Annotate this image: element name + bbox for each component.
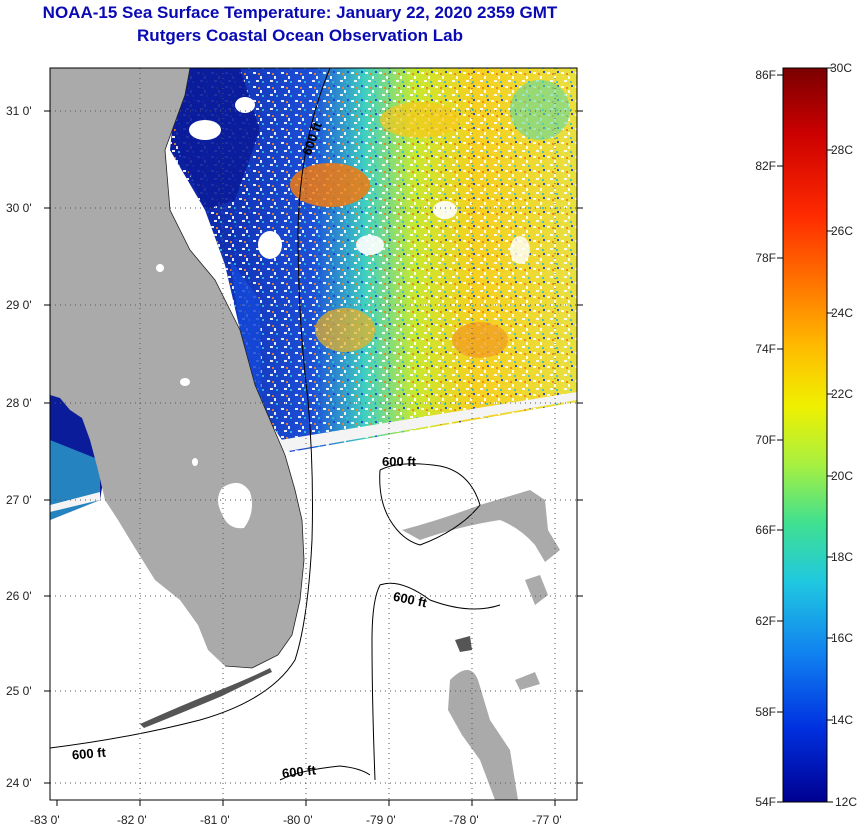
lat-label: 31 0' (6, 104, 32, 118)
colorbar-f-label: 82F (755, 159, 776, 173)
colorbar-c-label: 20C (831, 469, 853, 483)
lon-label: -82 0' (117, 813, 147, 827)
lon-label: -81 0' (200, 813, 230, 827)
axis-ticks (44, 110, 583, 806)
colorbar-c-label: 12C (835, 795, 857, 809)
colorbar-f-label: 54F (755, 795, 776, 809)
colorbar-f-label: 86F (755, 68, 776, 82)
colorbar-f-label: 78F (755, 251, 776, 265)
bahamas-land (402, 490, 560, 800)
map-frame (49, 67, 578, 801)
lat-label: 27 0' (6, 493, 32, 507)
colorbar-f-label: 58F (755, 705, 776, 719)
lon-label: -77 0' (532, 813, 562, 827)
graticule (50, 68, 577, 800)
map-panel: 600 ft 600 ft 600 ft 600 ft 600 ft (50, 68, 577, 800)
colorbar-f-label: 74F (755, 342, 776, 356)
lon-label: -80 0' (283, 813, 313, 827)
colorbar-f-label: 62F (755, 614, 776, 628)
contour-label-600ft-bahamas: 600 ft (382, 454, 417, 469)
colorbar-gradient (782, 67, 828, 803)
lat-label: 30 0' (6, 201, 32, 215)
lat-label: 25 0' (6, 684, 32, 698)
colorbar-c-label: 30C (830, 61, 852, 75)
map-title: NOAA-15 Sea Surface Temperature: January… (42, 3, 558, 22)
colorbar-c-label: 16C (831, 631, 853, 645)
colorbar-c-label: 28C (831, 143, 853, 157)
lon-label: -83 0' (30, 813, 60, 827)
colorbar-c-label: 24C (831, 306, 853, 320)
colorbar-c-label: 26C (831, 224, 853, 238)
lon-label: -78 0' (449, 813, 479, 827)
lake-okeechobee (218, 482, 252, 529)
lat-label: 29 0' (6, 298, 32, 312)
contour-label-600ft-tongue: 600 ft (392, 589, 429, 611)
colorbar-f-label: 70F (755, 433, 776, 447)
colorbar: 86F 82F 78F 74F 70F 66F 62F 58F 54F 30C … (755, 61, 857, 809)
contour-label-600ft-south: 600 ft (281, 762, 317, 781)
lat-label: 28 0' (6, 396, 32, 410)
colorbar-c-label: 18C (831, 550, 853, 564)
depth-contours (50, 68, 501, 781)
lon-label: -79 0' (366, 813, 396, 827)
lat-label: 24 0' (6, 776, 32, 790)
colorbar-f-label: 66F (755, 523, 776, 537)
colorbar-c-label: 22C (831, 387, 853, 401)
map-subtitle: Rutgers Coastal Ocean Observation Lab (137, 26, 463, 45)
colorbar-c-label: 14C (831, 713, 853, 727)
lat-label: 26 0' (6, 589, 32, 603)
florida-keys (140, 668, 272, 728)
contour-label-600ft-keys: 600 ft (71, 745, 107, 763)
